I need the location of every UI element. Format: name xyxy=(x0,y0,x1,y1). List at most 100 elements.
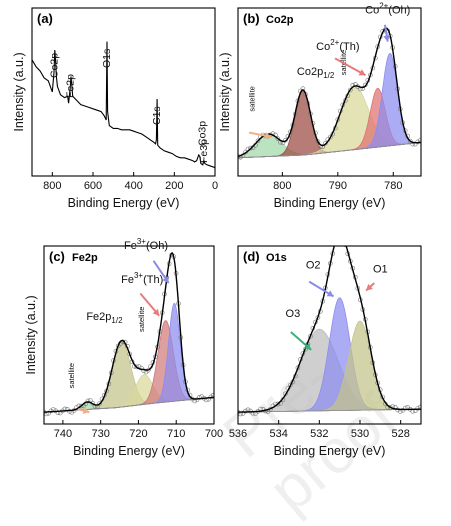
figure: 800 600 400 200 0 Binding Energy (eV) Intensit… xyxy=(12,2,422,458)
plot-frame xyxy=(237,7,422,177)
fit-envelope-line xyxy=(238,246,421,413)
plot-area xyxy=(44,252,214,417)
peak-annotation: Co2p xyxy=(48,53,60,78)
chart-panel-a: 800 600 400 200 0 Binding Energy (eV) Intensit… xyxy=(12,7,218,210)
x-axis-label: Binding Energy (eV) xyxy=(73,444,185,458)
peak-annotation: Co2p1/2 xyxy=(297,66,335,80)
annotation-arrowhead xyxy=(162,276,169,284)
fit-envelope-line xyxy=(238,27,421,158)
data-point xyxy=(334,246,336,247)
survey-spectrum-line xyxy=(32,41,215,169)
annotation-arrowhead xyxy=(383,35,391,42)
x-tick-label: 532 xyxy=(310,428,328,440)
plot-area xyxy=(238,231,421,417)
peak-annotation: Co2+(Oh) xyxy=(365,2,410,17)
plot-area xyxy=(238,27,421,160)
data-point xyxy=(347,87,353,93)
x-tick-label: 200 xyxy=(165,180,183,192)
plot-frame xyxy=(237,245,422,425)
data-point xyxy=(280,140,286,145)
chart-panel-d: 536 534 532 530 528 Binding Energy (eV) (d) O1s… xyxy=(229,231,422,458)
x-tick-label: 600 xyxy=(84,180,102,192)
peak-annotation: O1s xyxy=(101,49,113,68)
data-point xyxy=(341,234,345,238)
peak-annotation: Fe2p1/2 xyxy=(86,311,123,325)
data-point xyxy=(85,398,91,404)
panel-label: (d) xyxy=(243,249,260,264)
x-tick-label: 720 xyxy=(129,428,147,440)
peak-annotation: O2 xyxy=(306,259,321,271)
x-tick-label: 800 xyxy=(273,180,291,192)
data-point xyxy=(275,136,281,141)
x-axis-label: Binding Energy (eV) xyxy=(68,196,180,210)
data-point xyxy=(194,397,200,403)
x-tick-label: 528 xyxy=(391,428,409,440)
peak-annotation: Fe3+(Oh) xyxy=(124,237,168,252)
x-tick-label: 740 xyxy=(54,428,72,440)
fit-peak-1 xyxy=(238,297,421,413)
fit-envelope-line xyxy=(44,252,214,413)
data-point xyxy=(248,145,253,151)
x-tick-label: 790 xyxy=(329,180,347,192)
data-point xyxy=(78,403,84,409)
x-axis-label: Binding Energy (eV) xyxy=(274,444,386,458)
data-point xyxy=(141,368,146,374)
data-point xyxy=(327,134,333,140)
satellite-annotation: satellite xyxy=(137,307,146,332)
x-tick-label: 530 xyxy=(351,428,369,440)
data-point xyxy=(275,401,281,407)
data-point xyxy=(360,86,366,91)
x-tick-label: 700 xyxy=(205,428,223,440)
data-point xyxy=(336,234,340,238)
x-tick-label: 800 xyxy=(43,180,61,192)
panel-label: (a) xyxy=(37,11,53,26)
peak-annotation: O1 xyxy=(373,264,388,276)
annotation-arrowhead xyxy=(264,132,272,140)
peak-annotation: Fe2p xyxy=(65,74,77,98)
background-line xyxy=(238,142,421,159)
panel-element-label: Fe2p xyxy=(72,252,98,264)
annotation-arrowhead xyxy=(326,290,334,297)
annotation-arrowhead xyxy=(366,283,373,291)
chart-panel-c: 740 730 720 710 700 Binding Energy (eV) Intens… xyxy=(24,237,223,458)
data-point xyxy=(97,401,102,406)
panel-element-label: Co2p xyxy=(266,14,294,26)
x-tick-label: 534 xyxy=(269,428,287,440)
peak-annotation: O3 xyxy=(286,308,301,320)
peak-annotation: Fe3+(Th) xyxy=(121,271,163,286)
data-point xyxy=(67,409,72,414)
data-point xyxy=(243,408,248,414)
y-axis-label: Intensity (a.u.) xyxy=(218,52,232,131)
x-tick-label: 400 xyxy=(124,180,142,192)
annotation-arrowhead xyxy=(82,407,90,414)
panel-element-label: O1s xyxy=(266,252,287,264)
peak-annotation: Co2+(Th) xyxy=(316,38,359,53)
annotation-arrowhead xyxy=(152,308,160,316)
annotation-arrowhead xyxy=(304,343,312,350)
plot-area xyxy=(32,41,215,169)
plot-frame xyxy=(31,7,216,177)
data-point xyxy=(338,231,342,235)
data-point xyxy=(255,138,261,144)
data-point xyxy=(315,139,321,144)
data-point xyxy=(300,86,306,91)
data-point xyxy=(343,246,348,247)
data-point xyxy=(134,364,139,370)
x-tick-label: 780 xyxy=(384,180,402,192)
background-line xyxy=(238,408,421,413)
data-point xyxy=(320,144,326,149)
x-tick-label: 0 xyxy=(212,180,218,192)
panel-label: (b) xyxy=(243,11,260,26)
x-tick-label: 730 xyxy=(91,428,109,440)
peak-annotation: Co3p xyxy=(196,121,208,146)
annotation-arrowhead xyxy=(358,69,366,76)
satellite-annotation: satellite xyxy=(248,86,257,111)
x-tick-label: 710 xyxy=(167,428,185,440)
plot-frame xyxy=(43,245,215,425)
y-axis-label: Intensity (a.u.) xyxy=(12,52,26,131)
peak-annotation: Fe3p xyxy=(198,139,210,163)
data-point xyxy=(400,407,406,413)
x-tick-label: 536 xyxy=(229,428,247,440)
panel-label: (c) xyxy=(49,249,65,264)
y-axis-label: Intensity (a.u.) xyxy=(24,295,38,374)
